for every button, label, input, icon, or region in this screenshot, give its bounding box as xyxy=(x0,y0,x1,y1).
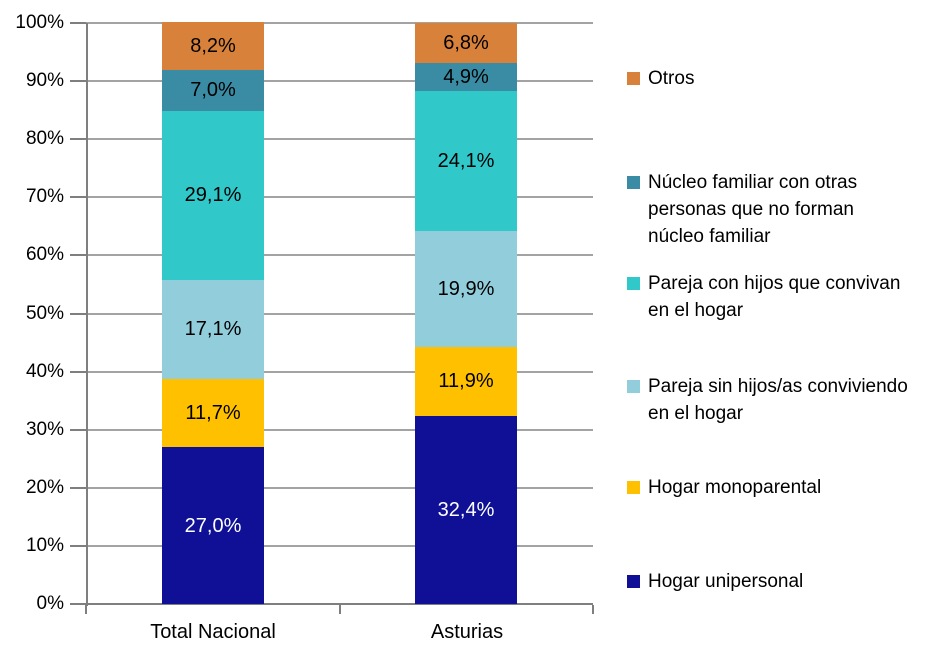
y-axis-line xyxy=(86,23,88,606)
bar-data-label: 7,0% xyxy=(190,79,236,101)
gridline xyxy=(86,371,593,373)
bar-segment xyxy=(415,230,517,347)
y-axis-tick-label: 10% xyxy=(25,535,64,556)
y-axis-tick-label: 70% xyxy=(25,186,64,207)
y-axis-tick-label: 90% xyxy=(25,70,64,91)
y-axis-tick xyxy=(70,196,86,198)
bar-data-label: 29,1% xyxy=(184,184,242,206)
bar-segment xyxy=(415,90,517,231)
y-axis-tick xyxy=(70,429,86,431)
x-axis-tick xyxy=(339,605,341,614)
bar-segment xyxy=(162,447,264,604)
y-axis-tick xyxy=(70,487,86,489)
y-axis-tick xyxy=(70,254,86,256)
gridline xyxy=(86,22,593,24)
legend-label: Otros xyxy=(648,68,695,89)
bar-segment xyxy=(162,279,264,380)
category-label: Total Nacional xyxy=(150,621,276,643)
bar-data-label: 6,8% xyxy=(443,32,489,54)
y-axis-tick-label: 40% xyxy=(25,361,64,382)
bar-segment xyxy=(162,22,264,71)
legend-label: Pareja con hijos que convivan en el hoga… xyxy=(648,273,901,321)
gridline xyxy=(86,80,593,82)
legend-swatch xyxy=(627,72,640,85)
legend-label: Pareja sin hijos/as conviviendo en el ho… xyxy=(648,376,908,424)
y-axis-tick-label: 20% xyxy=(25,477,64,498)
bar-data-label: 32,4% xyxy=(437,499,495,521)
legend-swatch xyxy=(627,176,640,189)
gridline xyxy=(86,545,593,547)
gridline xyxy=(86,254,593,256)
x-axis-line xyxy=(70,603,593,605)
y-axis-tick xyxy=(70,545,86,547)
y-axis-tick-label: 30% xyxy=(25,419,64,440)
bar-data-label: 4,9% xyxy=(443,66,489,88)
gridline xyxy=(86,487,593,489)
bar-data-label: 27,0% xyxy=(184,515,242,537)
bar-segment xyxy=(162,70,264,111)
x-axis-tick xyxy=(592,605,594,614)
legend-label: Hogar unipersonal xyxy=(648,571,804,592)
y-axis-tick-label: 100% xyxy=(15,12,64,33)
y-axis-tick xyxy=(70,80,86,82)
legend-label: Núcleo familiar con otras personas que n… xyxy=(648,172,858,247)
bar-data-label: 11,7% xyxy=(185,402,241,424)
gridline xyxy=(86,196,593,198)
y-axis-tick-label: 50% xyxy=(25,303,64,324)
bar-data-label: 17,1% xyxy=(184,318,242,340)
bar-segment xyxy=(162,110,264,280)
x-axis-tick xyxy=(85,605,87,614)
bar-segment xyxy=(415,415,517,604)
gridline xyxy=(86,429,593,431)
bar-data-label: 8,2% xyxy=(190,35,236,57)
y-axis-tick xyxy=(70,371,86,373)
bar-segment xyxy=(415,62,517,91)
bar-segment xyxy=(162,379,264,448)
bar-segment xyxy=(415,346,517,416)
legend-swatch xyxy=(627,277,640,290)
legend-label: Hogar monoparental xyxy=(648,477,822,498)
legend-swatch xyxy=(627,575,640,588)
legend-swatch xyxy=(627,380,640,393)
gridline xyxy=(86,313,593,315)
y-axis-tick-label: 0% xyxy=(36,593,64,614)
bar-data-label: 11,9% xyxy=(438,370,494,392)
bar-data-label: 19,9% xyxy=(437,278,495,300)
category-label: Asturias xyxy=(430,621,504,643)
y-axis-tick-label: 80% xyxy=(25,128,64,149)
y-axis-tick xyxy=(70,313,86,315)
y-axis-tick xyxy=(70,22,86,24)
bar-segment xyxy=(415,23,517,63)
y-axis-tick xyxy=(70,138,86,140)
legend-swatch xyxy=(627,481,640,494)
gridline xyxy=(86,138,593,140)
y-axis-tick-label: 60% xyxy=(25,244,64,265)
bar-data-label: 24,1% xyxy=(437,150,495,172)
